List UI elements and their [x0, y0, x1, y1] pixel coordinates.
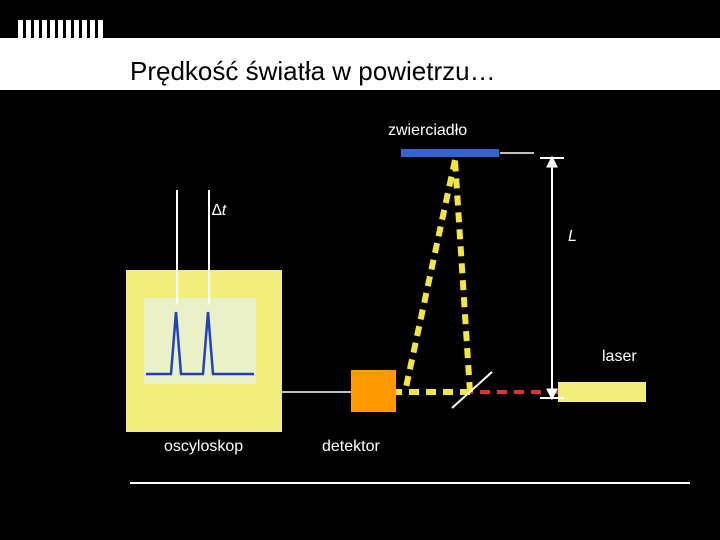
- footer-line: [130, 482, 690, 484]
- title-underline: [130, 90, 690, 91]
- detector-label: detektor: [322, 438, 380, 456]
- mirror-label: zwierciadło: [388, 122, 467, 140]
- laser-source: [558, 382, 646, 402]
- page-title: Prędkość światła w powietrzu…: [130, 52, 504, 91]
- delta-t-guide-left: [176, 190, 178, 304]
- decorative-bars: [18, 20, 103, 72]
- mirror: [400, 148, 500, 158]
- detector: [351, 370, 396, 412]
- distance-label: L: [568, 228, 577, 246]
- delta-t-guide-right: [208, 190, 210, 304]
- delta-t-label: ∆t: [212, 202, 226, 220]
- oscilloscope-screen: [144, 298, 256, 384]
- laser-label: laser: [602, 348, 637, 366]
- oscilloscope-label: oscyloskop: [164, 438, 243, 456]
